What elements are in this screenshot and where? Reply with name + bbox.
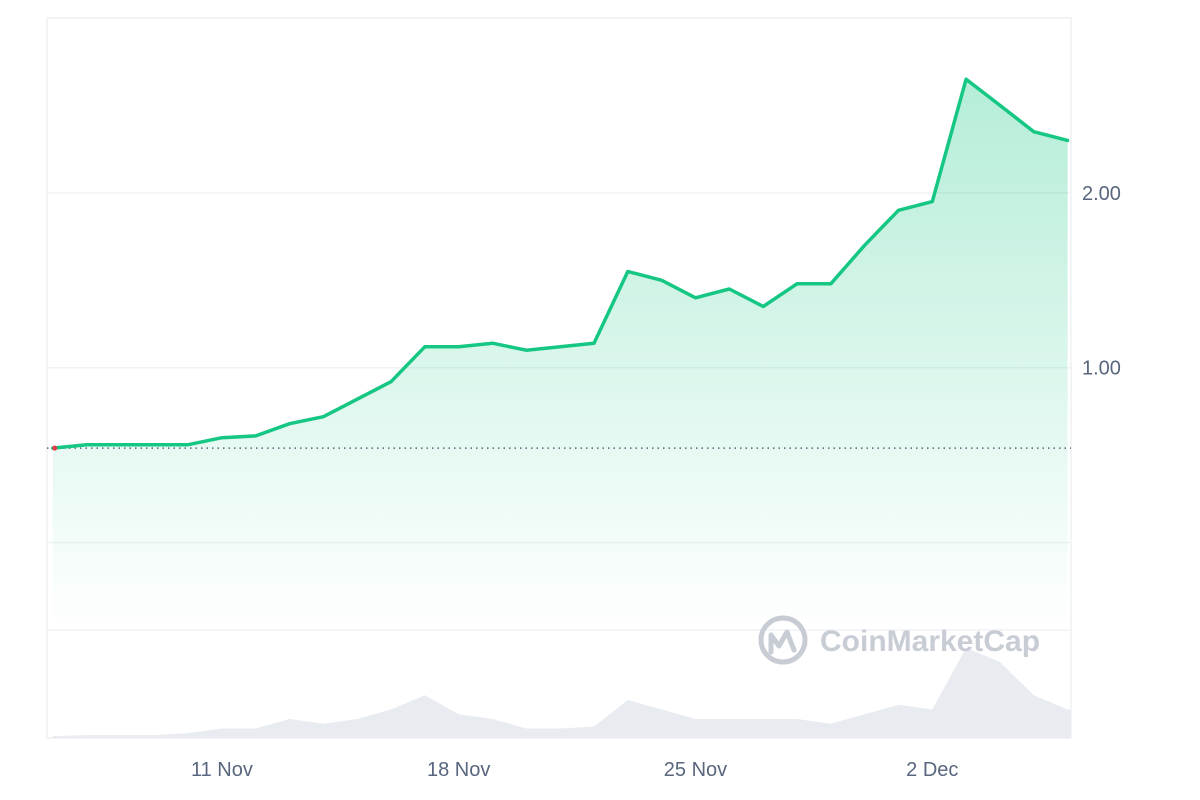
y-tick-label: 1.00: [1082, 358, 1121, 380]
x-tick-label: 11 Nov: [191, 759, 253, 781]
price-line: [51, 77, 1070, 450]
watermark-text: CoinMarketCap: [820, 625, 1040, 658]
volume-area: [52, 647, 1071, 738]
x-axis-ticks: 11 Nov 18 Nov 25 Nov 2 Dec: [191, 759, 958, 781]
price-area-group: [52, 79, 1068, 630]
y-tick-label: 2.00: [1082, 183, 1121, 205]
price-line-group: [51, 77, 1070, 451]
x-tick-label: 2 Dec: [906, 759, 958, 781]
y-axis-ticks: 1.00 2.00: [1082, 183, 1121, 380]
price-line-start-marker: [52, 445, 58, 451]
x-tick-label: 18 Nov: [427, 759, 490, 781]
volume-area-group: [52, 647, 1071, 738]
x-tick-label: 25 Nov: [664, 759, 727, 781]
watermark: CoinMarketCap: [758, 615, 1040, 665]
price-area: [52, 79, 1068, 630]
